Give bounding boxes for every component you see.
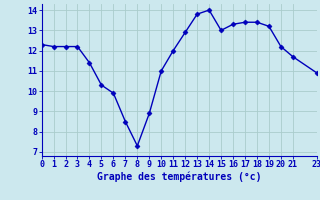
X-axis label: Graphe des températures (°c): Graphe des températures (°c) <box>97 172 261 182</box>
